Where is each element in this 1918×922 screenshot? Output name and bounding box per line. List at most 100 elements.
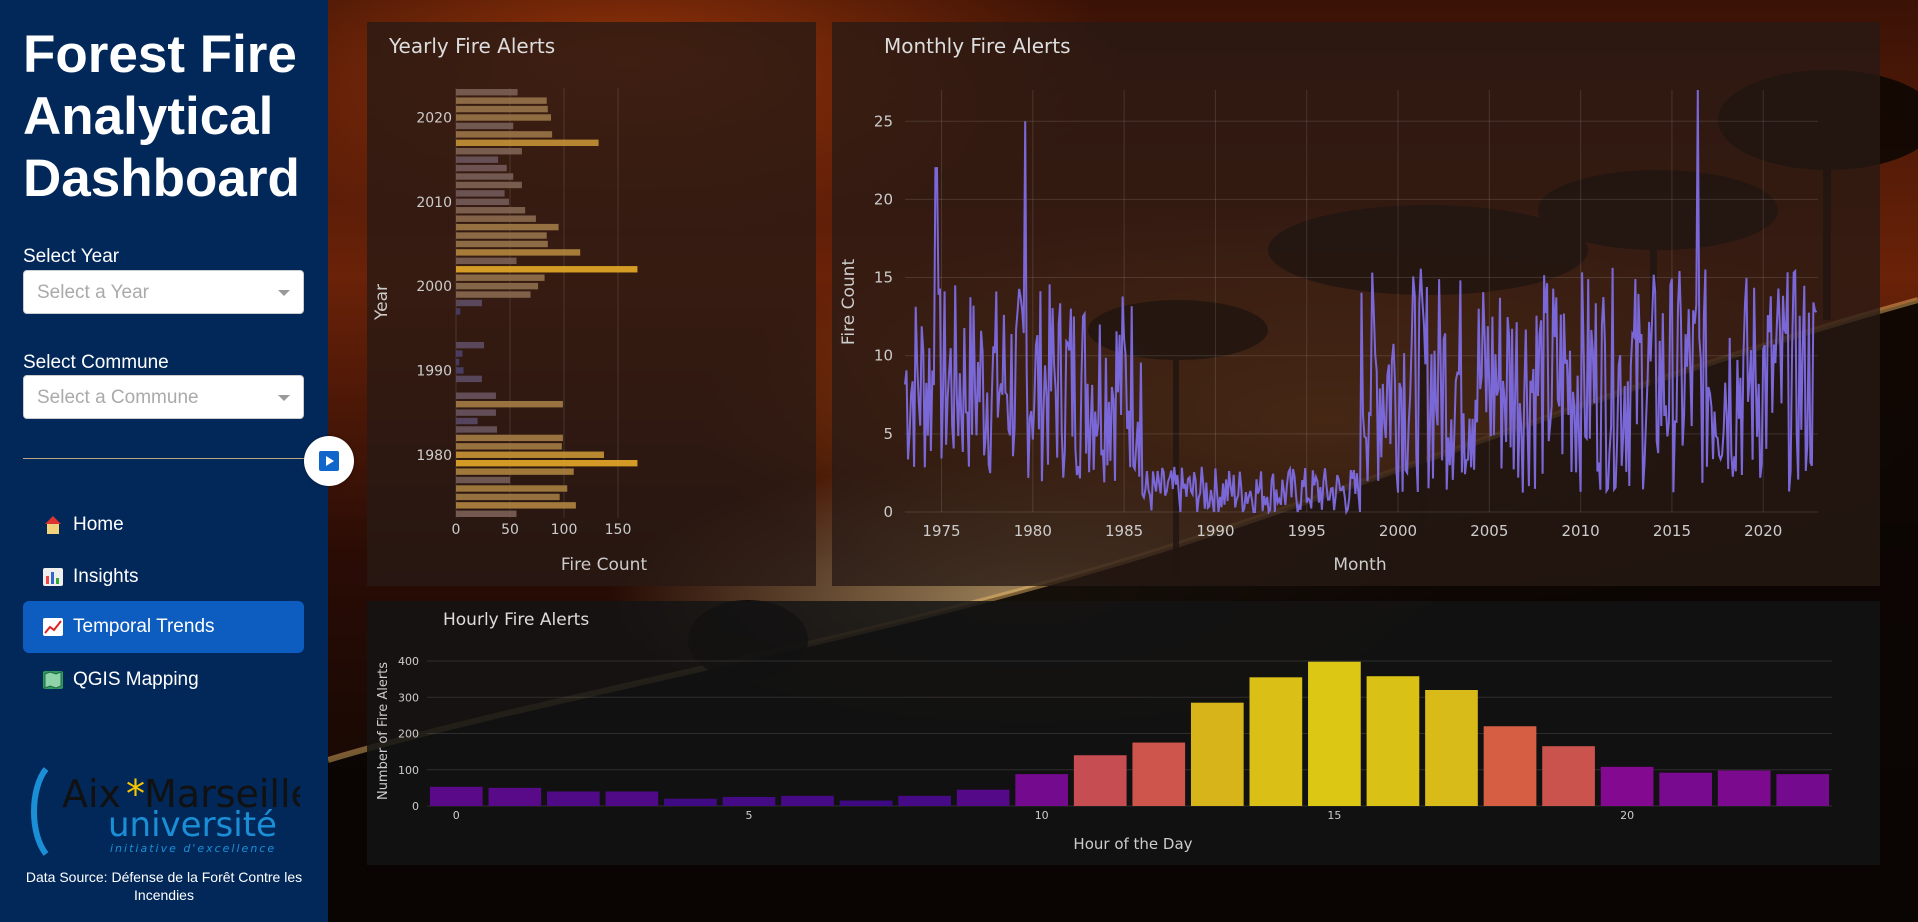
bar-chart-icon bbox=[43, 568, 63, 586]
bar bbox=[456, 443, 562, 450]
bar bbox=[456, 89, 518, 96]
y-tick-label: 2010 bbox=[416, 195, 452, 211]
bar bbox=[456, 97, 547, 104]
bar bbox=[456, 215, 536, 222]
nav-item-home[interactable]: Home bbox=[23, 499, 304, 551]
bar bbox=[1132, 742, 1186, 806]
bar bbox=[456, 308, 461, 315]
x-tick-label: 5 bbox=[745, 809, 752, 822]
bar bbox=[456, 426, 498, 433]
bar bbox=[1776, 774, 1830, 806]
bar bbox=[456, 468, 574, 475]
y-tick-label: 20 bbox=[874, 190, 893, 208]
bar bbox=[1249, 677, 1303, 806]
bar bbox=[839, 800, 893, 806]
bar bbox=[456, 156, 499, 163]
y-axis-label: Year bbox=[372, 284, 392, 321]
bar bbox=[456, 164, 507, 172]
bar bbox=[456, 392, 496, 399]
aix-marseille-logo: Aix * Marseille université initiative d'… bbox=[31, 767, 300, 856]
bar bbox=[456, 493, 560, 501]
bar bbox=[456, 350, 463, 357]
hourly-fire-alerts-chart: Hour of the Day Number of Fire Alerts 0 1… bbox=[376, 655, 1832, 853]
bar bbox=[456, 148, 522, 155]
y-tick-label: 200 bbox=[398, 728, 419, 741]
y-tick-label: 0 bbox=[412, 800, 419, 813]
sidebar-divider bbox=[23, 458, 308, 459]
svg-text:Marseille: Marseille bbox=[144, 772, 300, 816]
x-tick-label: 15 bbox=[1327, 809, 1341, 822]
bar bbox=[956, 789, 1010, 806]
trend-chart-icon bbox=[43, 618, 63, 636]
bar bbox=[1483, 726, 1537, 806]
data-source-note: Data Source: Défense de la Forêt Contre … bbox=[25, 869, 303, 903]
bar bbox=[1717, 770, 1771, 806]
svg-text:initiative d'excellence: initiative d'excellence bbox=[110, 842, 276, 855]
bar bbox=[456, 274, 545, 281]
bar bbox=[456, 249, 581, 256]
x-tick-label: 150 bbox=[605, 522, 632, 538]
y-tick-label: 300 bbox=[398, 691, 419, 704]
year-select-placeholder: Select a Year bbox=[37, 282, 149, 303]
bar bbox=[456, 223, 559, 231]
bar bbox=[456, 291, 531, 298]
bar bbox=[456, 434, 563, 442]
bar bbox=[1073, 755, 1127, 806]
chart-title: Yearly Fire Alerts bbox=[389, 34, 556, 58]
bar bbox=[456, 459, 638, 467]
commune-select-placeholder: Select a Commune bbox=[37, 387, 199, 408]
bar bbox=[456, 299, 482, 307]
x-tick-label: 2005 bbox=[1470, 522, 1508, 540]
sidebar-toggle-button[interactable] bbox=[304, 436, 354, 486]
bar bbox=[456, 375, 482, 383]
bar bbox=[722, 796, 776, 806]
year-select-label: Select Year bbox=[23, 246, 120, 267]
y-tick-label: 5 bbox=[883, 425, 893, 443]
bar bbox=[456, 282, 539, 290]
y-tick-label: 10 bbox=[874, 347, 893, 365]
bar bbox=[1600, 766, 1654, 806]
nav-item-label: Temporal Trends bbox=[73, 616, 215, 637]
bar bbox=[781, 795, 834, 806]
bar bbox=[1425, 690, 1478, 806]
yearly-fire-alerts-panel: Yearly Fire Alerts Fire Count Year 0 50 10… bbox=[367, 22, 816, 586]
play-icon bbox=[319, 451, 339, 471]
y-tick-label: 2000 bbox=[416, 279, 452, 295]
commune-select[interactable]: Select a Commune bbox=[23, 375, 304, 419]
bar bbox=[456, 139, 599, 147]
bar bbox=[456, 131, 553, 138]
bar bbox=[1659, 772, 1712, 806]
yearly-fire-alerts-chart: Fire Count Year 0 50 100 150 1980 1990 2000 201… bbox=[372, 88, 647, 575]
nav-item-qgis-mapping[interactable]: QGIS Mapping bbox=[23, 654, 304, 706]
bar bbox=[547, 791, 600, 806]
x-axis-label: Hour of the Day bbox=[1073, 835, 1192, 853]
bar bbox=[1190, 702, 1244, 806]
bar bbox=[456, 476, 510, 484]
bar bbox=[605, 791, 659, 806]
x-tick-label: 10 bbox=[1035, 809, 1049, 822]
bar bbox=[664, 798, 717, 806]
y-tick-label: 25 bbox=[874, 112, 893, 130]
sidebar: Forest Fire Analytical Dashboard Select … bbox=[0, 0, 328, 922]
nav-item-temporal-trends[interactable]: Temporal Trends bbox=[23, 601, 304, 653]
bar bbox=[456, 266, 638, 273]
x-tick-label: 100 bbox=[551, 522, 578, 538]
x-tick-label: 2020 bbox=[1744, 522, 1782, 540]
x-tick-label: 2015 bbox=[1653, 522, 1691, 540]
bar bbox=[456, 417, 478, 425]
bar bbox=[456, 190, 505, 197]
bar bbox=[456, 232, 547, 239]
x-tick-label: 50 bbox=[501, 522, 519, 538]
chevron-down-icon[interactable] bbox=[278, 290, 290, 296]
chevron-down-icon[interactable] bbox=[278, 395, 290, 401]
monthly-fire-alerts-chart: Month Fire Count 1975 1980 1985 1990 1995 200… bbox=[839, 89, 1818, 575]
bar bbox=[429, 786, 483, 806]
year-select[interactable]: Select a Year bbox=[23, 270, 304, 314]
nav-item-insights[interactable]: Insights bbox=[23, 551, 304, 603]
commune-select-label: Select Commune bbox=[23, 352, 169, 373]
y-tick-label: 1980 bbox=[416, 448, 452, 464]
y-axis-label: Number of Fire Alerts bbox=[376, 662, 391, 800]
nav-item-label: Home bbox=[73, 514, 124, 535]
bar bbox=[456, 510, 517, 517]
home-icon bbox=[43, 516, 63, 534]
